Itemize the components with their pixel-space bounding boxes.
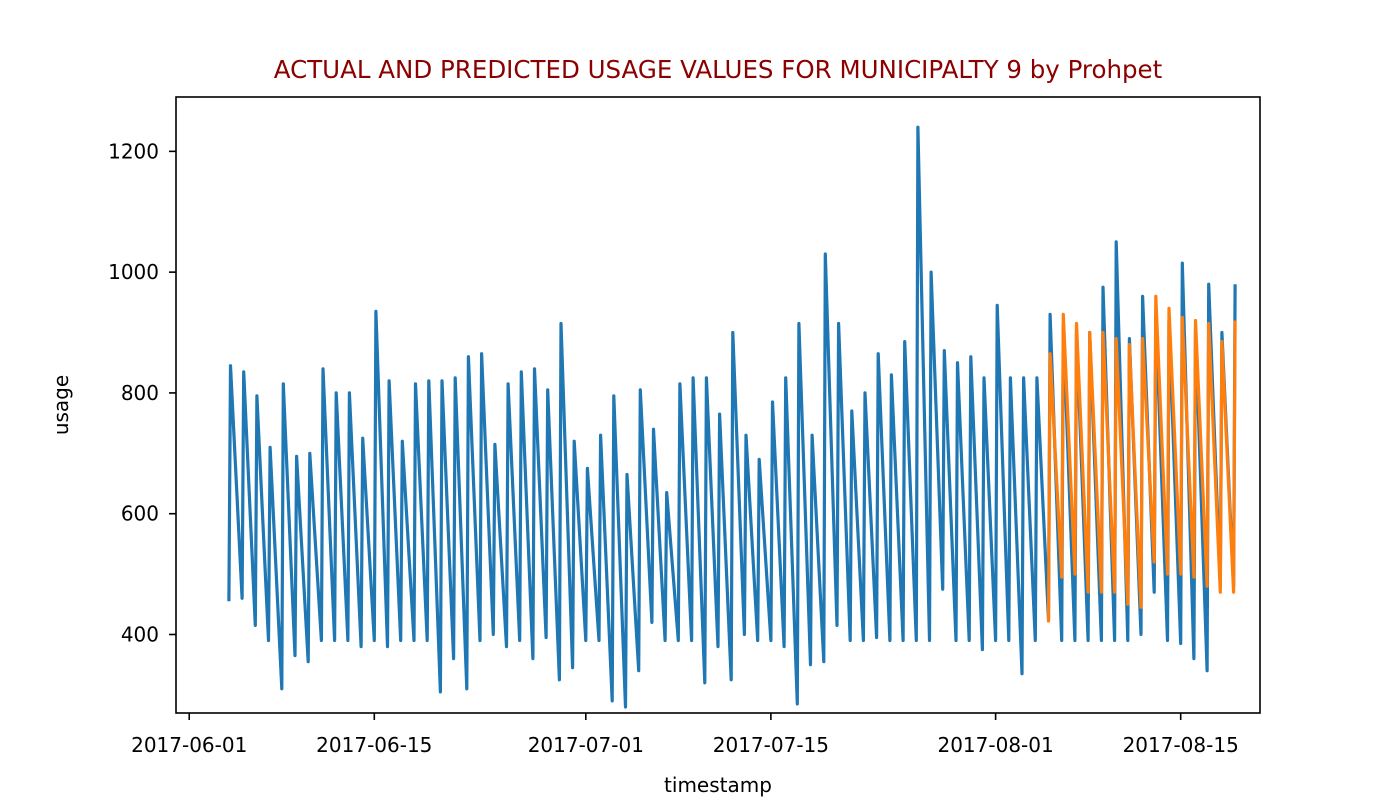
actual-usage-line [227,125,1237,709]
x-axis: 2017-06-01 2017-06-15 2017-07-01 2017-07-15… [131,713,1239,757]
x-tick-label: 2017-07-15 [713,733,829,757]
x-tick-label: 2017-08-15 [1123,733,1239,757]
predicted-usage-line [1046,294,1237,623]
series-layer [227,125,1237,709]
x-tick-label: 2017-08-01 [937,733,1053,757]
y-tick-label: 800 [121,381,159,405]
x-tick-label: 2017-06-15 [316,733,432,757]
y-tick-label: 600 [121,502,159,526]
x-axis-label: timestamp [664,773,772,797]
x-tick-label: 2017-06-01 [131,733,247,757]
y-axis-label: usage [49,375,73,435]
y-axis: 400 600 800 1000 1200 [108,139,176,646]
x-tick-label: 2017-07-01 [528,733,644,757]
y-tick-label: 1000 [108,260,159,284]
plot-frame [175,96,1261,714]
chart-title: ACTUAL AND PREDICTED USAGE VALUES FOR MU… [274,55,1163,84]
y-tick-label: 1200 [108,139,159,163]
y-tick-label: 400 [121,622,159,646]
